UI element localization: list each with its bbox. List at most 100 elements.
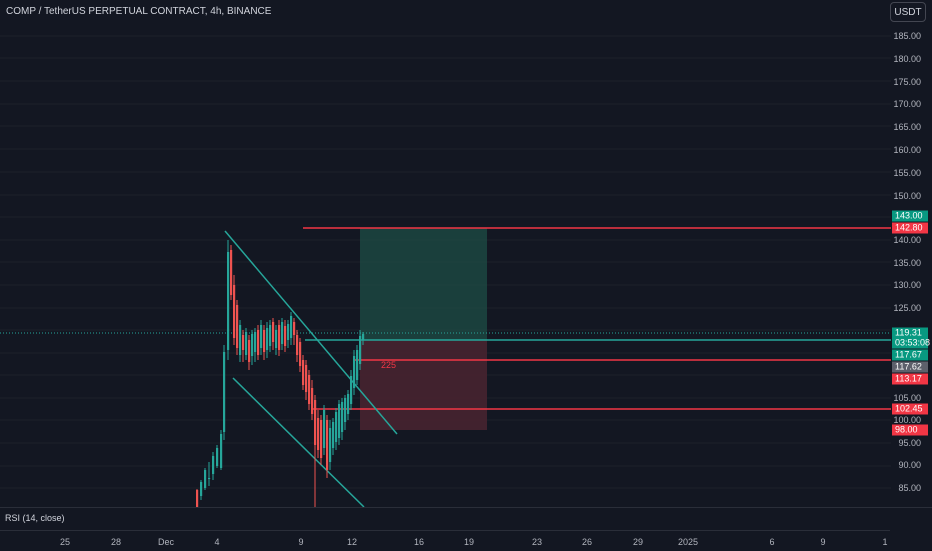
time-axis[interactable]: 25 28 Dec 4 9 12 16 19 23 26 29 2025 6 9… [0,530,890,551]
candle-body [317,418,320,450]
date-label: 12 [346,537,358,547]
candle-body [196,490,199,507]
price-tick: 170.00 [893,99,921,109]
candle-body [245,332,248,355]
candle-body [320,420,323,458]
wedge-lower-line [232,377,365,507]
last-price-label: 119.31 03:53:08 [892,327,931,349]
date-label: 23 [531,537,543,547]
candle-body [323,410,326,448]
price-tick: 185.00 [893,31,921,41]
date-label: 25 [59,537,71,547]
support-2-label: 102.45 [892,403,928,415]
candle-body [284,326,287,346]
stop-zone [360,340,487,430]
date-label: 16 [413,537,425,547]
date-label: 9 [820,537,826,547]
candle-body [302,360,305,385]
candle-body [329,428,332,462]
candle-body [266,328,269,350]
price-tick: 155.00 [893,168,921,178]
candle-body [350,376,353,404]
candle-body [335,412,338,442]
candle-body [341,402,344,432]
chart-canvas[interactable] [0,0,891,507]
candle-body [212,456,215,474]
target-zone [360,228,487,340]
price-tick: 105.00 [893,393,921,403]
date-label: 6 [769,537,775,547]
candle-body [326,420,329,470]
candle-body [230,250,233,295]
candle-body [344,398,347,422]
price-tick: 180.00 [893,54,921,64]
price-tick: 95.00 [898,438,921,448]
candle-body [362,334,365,340]
candle-body [272,322,275,342]
target-price-label: 143.00 [892,210,928,222]
price-tick: 165.00 [893,122,921,132]
candle-body [251,334,254,356]
candle-body [216,448,219,466]
candle-body [296,335,299,355]
price-tick: 100.00 [893,415,921,425]
candle-body [359,336,362,364]
date-label: 29 [632,537,644,547]
price-tick: 140.00 [893,235,921,245]
support-1-label: 113.17 [892,373,928,385]
candle-body [356,350,359,380]
candle-body [254,332,257,352]
candle-body [338,404,341,438]
price-tick: 125.00 [893,303,921,313]
candle-body [299,342,302,366]
entry-high-label: 117.67 [892,349,928,361]
wedge-upper-line [224,230,398,435]
price-tick: 160.00 [893,145,921,155]
candle-body [263,330,266,352]
date-label: Dec [157,537,175,547]
candle-body [208,478,211,479]
candle-body [200,482,203,496]
candle-body [293,322,296,335]
candle-body [287,324,290,340]
candle-body [347,394,350,414]
date-label: 2025 [677,537,699,547]
pane-separator[interactable] [0,507,932,508]
date-label: 19 [463,537,475,547]
countdown-timer: 03:53:08 [895,337,931,348]
resistance-price-label: 142.80 [892,222,928,234]
symbol-title: COMP / TetherUS PERPETUAL CONTRACT, 4h, … [6,6,272,17]
candle-body [239,325,242,355]
position-tool-value: 225 [381,360,397,370]
candle-body [290,316,293,338]
candle-body [281,322,284,344]
price-tick: 85.00 [898,483,921,493]
date-label: 28 [110,537,122,547]
last-price-value: 119.31 [895,327,922,338]
candle-body [204,470,207,488]
candle-body [332,422,335,448]
price-axis[interactable]: 185.00 180.00 175.00 170.00 165.00 160.0… [891,24,932,508]
candle-body [220,434,223,468]
candle-body [248,340,251,362]
entry-low-label: 117.62 [892,361,928,373]
candle-body [257,330,260,355]
date-label: 9 [298,537,304,547]
date-label: 26 [581,537,593,547]
candle-body [269,325,272,346]
candle-body [353,356,356,388]
rsi-indicator-label[interactable]: RSI (14, close) [5,513,65,523]
candle-body [223,352,226,432]
date-label: 1 [882,537,888,547]
candle-body [314,400,317,445]
price-tick: 135.00 [893,258,921,268]
candle-body [242,335,245,350]
currency-button[interactable]: USDT [890,2,926,22]
candle-body [233,285,236,338]
price-tick: 90.00 [898,460,921,470]
candle-body [278,325,281,350]
price-tick: 130.00 [893,280,921,290]
candle-body [275,330,278,348]
candle-body [311,388,314,414]
